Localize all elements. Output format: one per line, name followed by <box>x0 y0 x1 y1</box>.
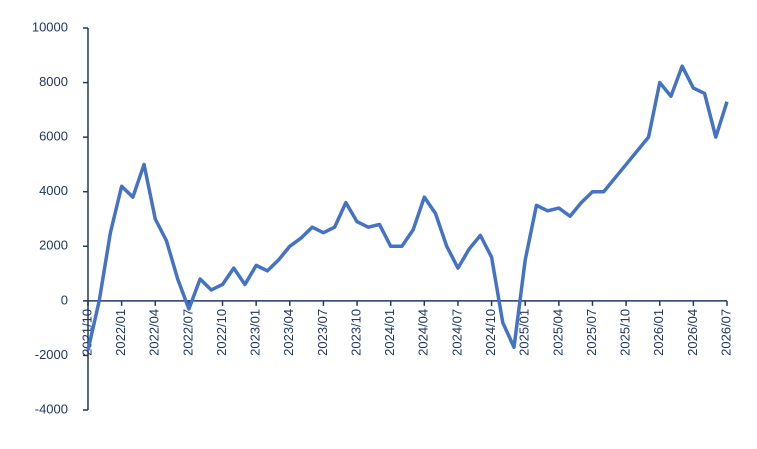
x-tick-label: 2023/04 <box>281 309 296 356</box>
y-tick-label: -2000 <box>35 347 68 362</box>
y-tick-label: 10000 <box>32 19 68 34</box>
x-tick-label: 2025/10 <box>618 309 633 356</box>
x-tick-label: 2026/07 <box>718 309 733 356</box>
x-tick-label: 2025/04 <box>550 309 565 356</box>
x-tick-label: 2026/01 <box>651 309 666 356</box>
x-tick-label: 2023/07 <box>315 309 330 356</box>
y-tick-label: 8000 <box>39 74 68 89</box>
x-tick-label: 2025/07 <box>584 309 599 356</box>
y-tick-label: -4000 <box>35 401 68 416</box>
x-tick-label: 2026/04 <box>685 309 700 356</box>
x-tick-label: 2022/01 <box>113 309 128 356</box>
x-tick-label: 2023/01 <box>248 309 263 356</box>
x-tick-label: 2022/04 <box>147 309 162 356</box>
y-tick-label: 0 <box>61 292 68 307</box>
x-tick-label: 2024/10 <box>483 309 498 356</box>
x-tick-label: 2024/07 <box>449 309 464 356</box>
x-tick-label: 2023/10 <box>348 309 363 356</box>
y-tick-label: 4000 <box>39 183 68 198</box>
y-tick-label: 2000 <box>39 238 68 253</box>
x-tick-label: 2025/01 <box>517 309 532 356</box>
x-tick-label: 2024/04 <box>416 309 431 356</box>
data-line <box>86 64 729 351</box>
x-tick-label: 2022/07 <box>180 309 195 356</box>
x-tick-label: 2024/01 <box>382 309 397 356</box>
y-tick-label: 6000 <box>39 129 68 144</box>
x-tick-label: 2022/10 <box>214 309 229 356</box>
